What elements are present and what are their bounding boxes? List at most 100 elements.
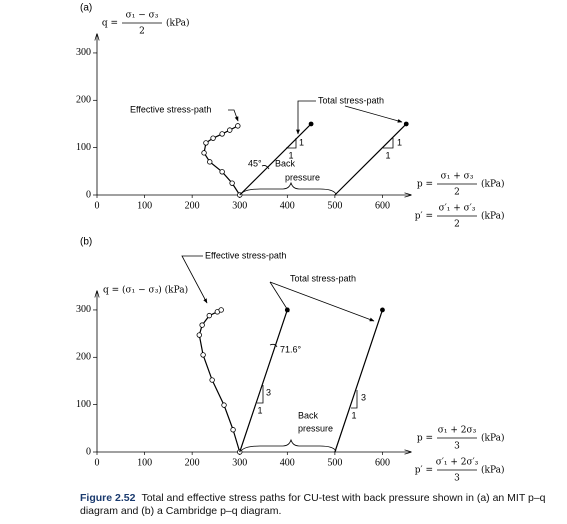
slope-label: 1 [257, 405, 262, 415]
y-tick-label: 300 [76, 47, 91, 58]
annotation-arrow [269, 281, 290, 313]
data-point [207, 159, 213, 165]
back-pressure-label: pressure [285, 172, 320, 182]
data-point [199, 322, 205, 328]
y-tick-label: 0 [86, 446, 91, 457]
x-tick-label: 0 [95, 457, 100, 468]
data-point [219, 169, 225, 175]
back-pressure-label: pressure [298, 423, 333, 433]
axis-label-lhs: q = [102, 19, 118, 29]
slope-label: 3 [266, 387, 271, 397]
x-tick-label: 100 [137, 200, 152, 211]
slope-label: 1 [385, 150, 390, 160]
series-label: Effective stress-path [130, 104, 211, 114]
axis-label-unit: (kPa) [481, 465, 505, 476]
data-point [221, 402, 227, 408]
end-point [403, 121, 409, 127]
annotation-arrow [344, 105, 403, 123]
series-label: Total stress-path [318, 95, 384, 105]
slope-label: 1 [397, 137, 402, 147]
data-point [235, 123, 241, 129]
back-pressure-label: Back [298, 410, 319, 420]
series-line [239, 123, 407, 196]
x-tick-label: 500 [327, 200, 342, 211]
data-point [229, 180, 235, 186]
data-point [227, 127, 233, 133]
slope-triangle [351, 390, 358, 409]
annotation-arrow [296, 100, 316, 135]
data-point [210, 135, 216, 141]
angle-arc [269, 343, 278, 348]
x-tick-label: 200 [185, 200, 200, 211]
axis-label-lhs: p′ = [415, 212, 433, 222]
axis-label-lhs: p = [417, 434, 433, 444]
series-line [198, 309, 241, 453]
annotation-arrow [269, 281, 375, 322]
axis-label-numerator: σ₁ + σ₃ [441, 172, 474, 182]
data-point [196, 332, 202, 338]
data-point [218, 307, 224, 313]
y-tick-label: 200 [76, 95, 91, 106]
caption: Figure 2.52 Total and effective stress pa… [80, 492, 560, 518]
slope-label: 1 [299, 137, 304, 147]
panel-label: (a) [80, 3, 92, 14]
x-tick-label: 500 [327, 457, 342, 468]
slope-triangle [383, 138, 394, 149]
x-tick-label: 200 [185, 457, 200, 468]
data-point [230, 427, 236, 433]
y-axis-label: q = (σ₁ − σ₃) (kPa) [103, 285, 188, 296]
axis-label-denominator: 2 [139, 27, 145, 37]
angle-arc [261, 165, 270, 170]
slope-triangle [286, 138, 297, 149]
series-line [203, 125, 241, 196]
axis-label-denominator: 2 [454, 220, 460, 230]
y-tick-label: 0 [86, 189, 91, 200]
y-tick-label: 200 [76, 352, 91, 363]
axis-label-unit: (kPa) [481, 179, 505, 190]
data-point [219, 131, 225, 137]
back-pressure-brace [240, 181, 337, 195]
annotation-arrow [181, 255, 208, 304]
annotation-arrow [228, 109, 239, 122]
slope-label: 1 [288, 150, 293, 160]
axis-label-numerator: σ₁ − σ₃ [126, 11, 159, 21]
series-label: Total stress-path [290, 273, 356, 283]
x-tick-label: 600 [375, 457, 390, 468]
slope-label: 3 [361, 392, 366, 402]
data-point [206, 312, 212, 319]
x-tick-label: 100 [137, 457, 152, 468]
data-point [203, 140, 209, 146]
axis-label-denominator: 3 [454, 474, 460, 484]
data-point [209, 377, 215, 383]
axis-label-unit: (kPa) [166, 18, 190, 29]
axis-label-unit: (kPa) [481, 433, 505, 444]
y-tick-label: 100 [76, 142, 91, 153]
x-tick-label: 600 [375, 200, 390, 211]
axis-label-unit: (kPa) [481, 211, 505, 222]
x-tick-label: 0 [95, 200, 100, 211]
end-point [308, 121, 314, 127]
end-point [380, 307, 385, 313]
y-tick-label: 100 [76, 399, 91, 410]
x-tick-label: 300 [232, 200, 247, 211]
data-point [200, 352, 206, 358]
axis-label-denominator: 3 [454, 442, 460, 452]
caption-text: Total and effective stress paths for CU-… [80, 492, 546, 517]
y-tick-label: 300 [76, 304, 91, 315]
data-point [201, 150, 207, 156]
slope-label: 1 [351, 410, 356, 420]
x-tick-label: 400 [280, 457, 295, 468]
caption-label: Figure 2.52 [80, 492, 136, 504]
axis-label-numerator: σ′₁ + σ′₃ [439, 204, 476, 214]
panel-label: (b) [80, 237, 92, 248]
slope-triangle [257, 385, 264, 404]
axis-label-numerator: σ₁ + 2σ₃ [438, 426, 477, 436]
angle-label: 45° [248, 158, 262, 168]
axis-label-lhs: p = [417, 180, 433, 190]
angle-label: 71.6° [280, 344, 302, 354]
x-tick-label: 400 [280, 200, 295, 211]
series-label: Effective stress-path [205, 250, 286, 260]
back-pressure-brace [240, 438, 337, 452]
